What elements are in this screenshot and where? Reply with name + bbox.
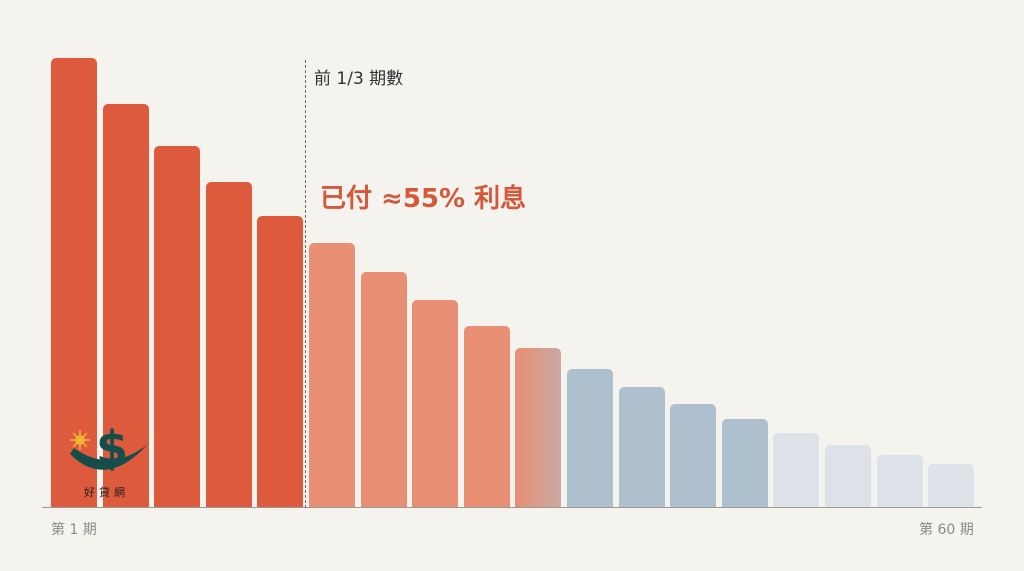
bar-period-4 (205, 182, 252, 508)
bar-period-2 (102, 104, 149, 508)
bar-period-9 (463, 326, 510, 508)
bar-period-13 (670, 404, 717, 508)
interest-paid-annotation: 已付 ≈55% 利息 (320, 184, 527, 214)
bar-period-12 (618, 387, 665, 508)
bar-period-8 (412, 300, 459, 508)
svg-text:$: $ (96, 421, 128, 475)
brand-logo-icon: $ (70, 421, 148, 475)
bar-period-3 (154, 146, 201, 508)
bar-period-17 (876, 455, 923, 508)
divider-label: 前 1/3 期數 (314, 69, 404, 89)
bar-period-10 (515, 348, 562, 508)
bar-period-15 (773, 433, 820, 508)
x-axis-line (42, 507, 982, 508)
bar-period-14 (721, 419, 768, 508)
bar-period-6 (309, 243, 355, 508)
sun-icon (70, 430, 90, 450)
bar-period-11 (567, 369, 613, 508)
bar-period-5 (257, 216, 304, 508)
bar-period-18 (928, 464, 975, 508)
bar-period-16 (825, 445, 871, 508)
bar-period-7 (360, 272, 407, 508)
x-tick-end: 第 60 期 (919, 522, 974, 538)
logo-text: 好貸網 (84, 486, 129, 499)
one-third-divider-line (305, 60, 306, 508)
x-tick-start: 第 1 期 (51, 522, 97, 538)
